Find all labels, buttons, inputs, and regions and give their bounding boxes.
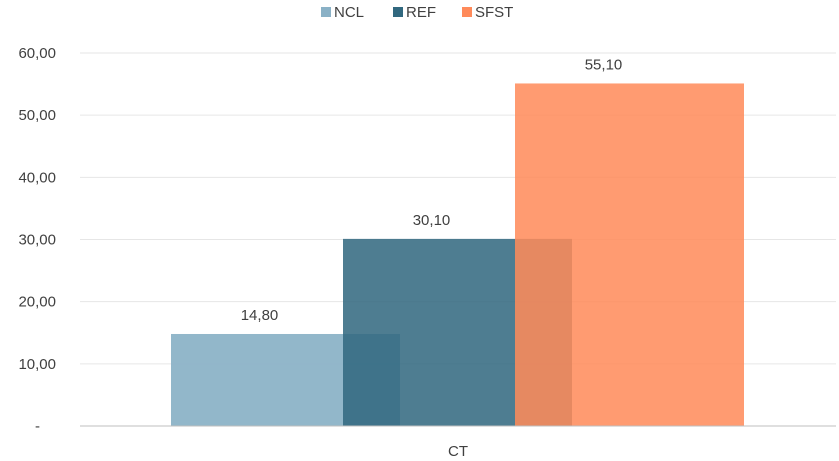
y-tick-label: 60,00 [18, 45, 56, 62]
y-tick-label: 40,00 [18, 169, 56, 186]
legend-swatch-sfst [462, 7, 472, 17]
data-label-sfst: 55,10 [585, 56, 623, 73]
bars [171, 83, 744, 426]
legend-label-ncl: NCL [334, 4, 364, 21]
legend: NCL REF SFST [321, 4, 513, 21]
x-tick-label: CT [448, 443, 468, 460]
y-tick-label: 20,00 [18, 294, 56, 311]
y-tick-label: 50,00 [18, 107, 56, 124]
y-tick-label: - [35, 418, 40, 435]
legend-label-sfst: SFST [475, 4, 513, 21]
legend-swatch-ncl [321, 7, 331, 17]
y-tick-label: 30,00 [18, 232, 56, 249]
data-label-ref: 30,10 [413, 212, 451, 229]
legend-label-ref: REF [406, 4, 436, 21]
y-tick-label: 10,00 [18, 356, 56, 373]
legend-swatch-ref [393, 7, 403, 17]
data-label-ncl: 14,80 [241, 307, 279, 324]
y-axis-ticks: - 10,00 20,00 30,00 40,00 50,00 60,00 [18, 45, 56, 435]
data-labels: 14,80 30,10 55,10 [241, 56, 623, 324]
bar-sfst [515, 83, 744, 426]
